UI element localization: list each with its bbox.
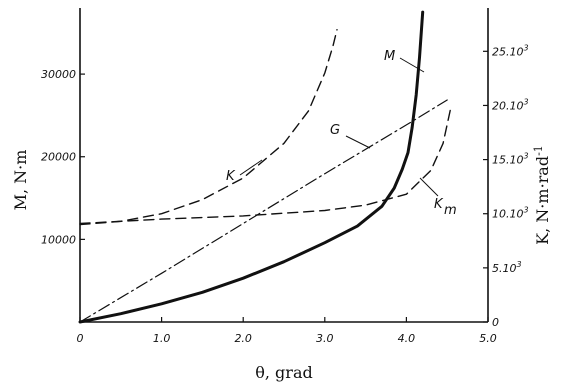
series-line-Km	[79, 104, 452, 225]
series-line-G	[79, 99, 448, 323]
x-axis-title: θ, grad	[255, 363, 312, 382]
left-y-tick-label: 30000	[41, 68, 76, 81]
right-y-tick-label: 0	[492, 316, 499, 329]
curve-label-K: K	[226, 169, 236, 184]
curve-label-M: M	[384, 49, 395, 64]
left-y-tick-label: 10000	[41, 233, 76, 246]
right-axis-title: K, N·m·rad-1	[532, 145, 552, 245]
right-y-tick-label: 10.103	[492, 206, 529, 221]
axes	[79, 8, 489, 323]
x-ticks: 0 1.0 2.0 3.0 4.0 5.0	[77, 317, 497, 345]
curve-label-G: G	[330, 123, 340, 138]
leader-K	[239, 159, 263, 176]
curve-labels: M K G K m	[226, 49, 457, 218]
right-y-tick-label: 15.103	[492, 152, 529, 167]
curve-label-Km-sub: m	[444, 203, 457, 218]
curve-label-Km: K	[434, 197, 444, 212]
x-tick-label: 5.0	[479, 332, 497, 345]
x-tick-label: 1.0	[153, 332, 171, 345]
leader-M	[399, 57, 425, 73]
left-axis-title: M, N·m	[11, 150, 30, 211]
right-y-tick-label: 20.103	[492, 97, 529, 112]
left-y-tick-label: 20000	[41, 151, 76, 164]
x-tick-label: 2.0	[234, 332, 252, 345]
right-axis-title-sup: -1	[532, 145, 545, 156]
leader-G	[345, 135, 371, 149]
right-axis-title-main: K, N·m·rad	[533, 156, 552, 245]
right-y-tick-label: 25.103	[492, 43, 529, 58]
leader-Km	[419, 177, 439, 197]
right-y-tick-label: 5.103	[492, 260, 522, 275]
series-line-M	[78, 10, 425, 324]
x-tick-label: 4.0	[398, 332, 416, 345]
series-line-K	[79, 29, 338, 226]
x-tick-label: 3.0	[316, 332, 334, 345]
right-y-ticks: 0 5.103 10.103 15.103 20.103 25.103	[483, 43, 529, 329]
x-tick-label: 0	[77, 332, 84, 345]
left-y-ticks: 10000 20000 30000	[41, 68, 85, 246]
series-group	[78, 10, 452, 324]
